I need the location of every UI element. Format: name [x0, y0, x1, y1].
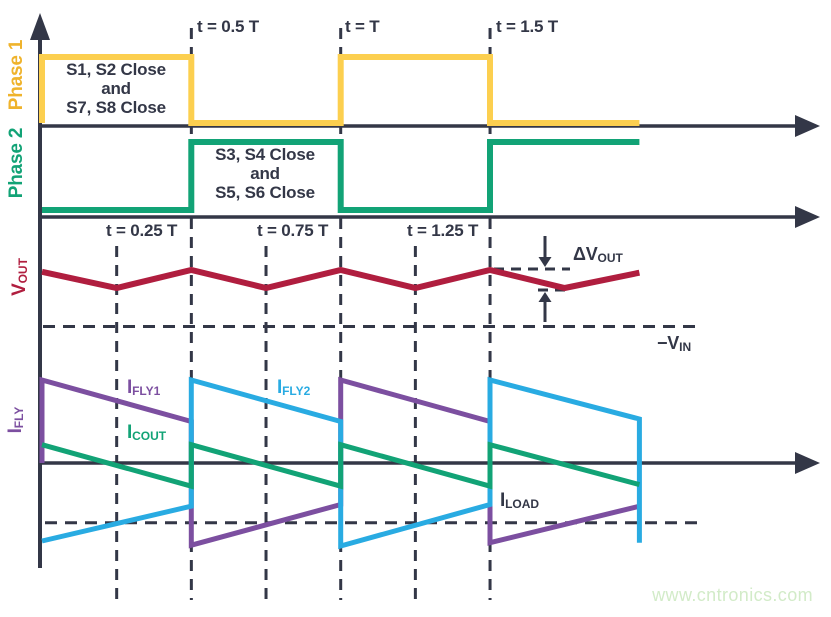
ifly1-main: I	[127, 377, 133, 398]
waveform-phase2	[42, 139, 640, 213]
caption-line: S5, S6 Close	[215, 183, 315, 202]
reference-lines	[43, 325, 702, 525]
phase2-switch-caption: S3, S4 Close and S5, S6 Close	[190, 145, 340, 202]
ifly2-series-label: IFLY2	[277, 377, 310, 399]
up-arrowhead-icon	[538, 292, 552, 302]
time-label-1-25T: t = 1.25 T	[407, 221, 479, 240]
waveform-icout	[41, 441, 641, 490]
delta-vout-main: ΔV	[573, 244, 598, 264]
iload-sub: LOAD	[505, 497, 540, 511]
ifly-axis-label: IFLY	[5, 407, 27, 434]
down-arrowhead-icon	[538, 257, 552, 267]
ifly2-sub: FLY2	[282, 384, 311, 398]
time-label-1-5T: t = 1.5 T	[496, 17, 558, 36]
icout-main: I	[127, 422, 133, 443]
ifly-axis-arrow-icon	[795, 452, 820, 474]
caption-line: and	[250, 164, 280, 183]
wave-phase1	[39, 54, 640, 126]
y-axis-arrow-icon	[30, 13, 50, 40]
phase2-axis-arrow-icon	[795, 206, 820, 228]
delta-vout-label: ΔVOUT	[573, 244, 623, 265]
time-label-0-75T: t = 0.75 T	[257, 221, 329, 240]
ifly1-sub: FLY1	[132, 384, 161, 398]
delta-vout-sub: OUT	[597, 251, 623, 265]
iload-main: I	[500, 490, 506, 511]
time-label-0-5T: t = 0.5 T	[197, 17, 259, 36]
phase2-axis-label: Phase 2	[6, 127, 27, 199]
ifly-label-main: I	[5, 428, 26, 434]
phase1-axis-arrow-icon	[795, 115, 820, 137]
icout-series-label: ICOUT	[127, 422, 166, 444]
waveform-vout	[41, 266, 641, 292]
neg-vin-label: −VIN	[657, 333, 691, 354]
waveform-phase1	[39, 54, 640, 126]
watermark: www.cntronics.com	[652, 585, 813, 605]
phase1-switch-caption: S1, S2 Close and S7, S8 Close	[43, 60, 189, 117]
icout-sub: COUT	[132, 429, 167, 443]
caption-line: S3, S4 Close	[215, 145, 315, 164]
axes	[30, 13, 820, 568]
phase1-axis-label: Phase 1	[6, 39, 27, 111]
time-label-1T: t = T	[345, 17, 380, 36]
wave-icout	[41, 441, 641, 490]
vout-label-sub: OUT	[16, 258, 30, 284]
iload-label: ILOAD	[500, 490, 539, 512]
caption-line: S7, S8 Close	[66, 98, 166, 117]
caption-line: and	[101, 79, 131, 98]
wave-phase2	[42, 139, 640, 213]
ifly-label-sub: FLY	[12, 406, 26, 429]
neg-vin-main: −V	[657, 333, 680, 353]
vout-axis-label: VOUT	[9, 258, 31, 296]
ifly1-series-label: IFLY1	[127, 377, 160, 399]
vout-label-main: V	[9, 283, 30, 296]
ifly2-main: I	[277, 377, 283, 398]
neg-vin-sub: IN	[679, 340, 692, 354]
caption-line: S1, S2 Close	[66, 60, 166, 79]
time-label-0-25T: t = 0.25 T	[106, 221, 178, 240]
wave-vout	[41, 266, 641, 292]
